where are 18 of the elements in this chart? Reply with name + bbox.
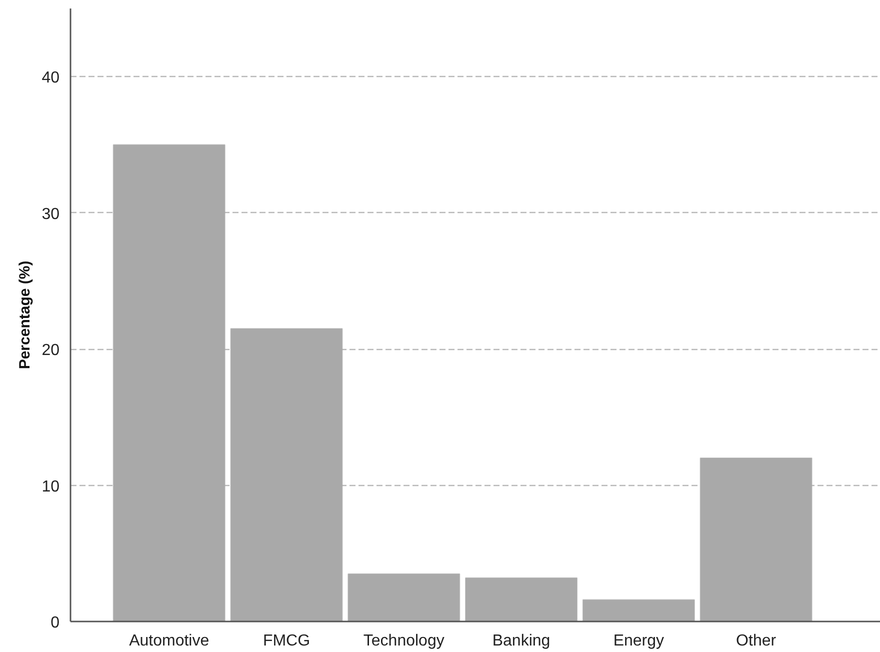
bar — [112, 144, 226, 622]
x-tick-label: Other — [736, 632, 777, 650]
bar — [700, 458, 812, 622]
bar — [230, 328, 343, 622]
bar — [582, 599, 695, 622]
x-tick-label: FMCG — [262, 632, 310, 650]
y-tick-label: 0 — [50, 614, 60, 632]
x-tick-label: Technology — [363, 632, 444, 650]
y-axis-title: Percentage (%) — [16, 260, 34, 370]
bar — [348, 573, 460, 622]
y-tick-label: 10 — [42, 478, 60, 496]
x-tick-label: Automotive — [129, 632, 210, 650]
x-tick-label: Energy — [613, 632, 664, 650]
x-tick-label: Banking — [492, 632, 550, 650]
bar — [465, 577, 578, 622]
y-tick-label: 40 — [42, 70, 60, 87]
y-tick-label: 30 — [42, 206, 60, 223]
y-tick-label: 20 — [42, 342, 60, 360]
